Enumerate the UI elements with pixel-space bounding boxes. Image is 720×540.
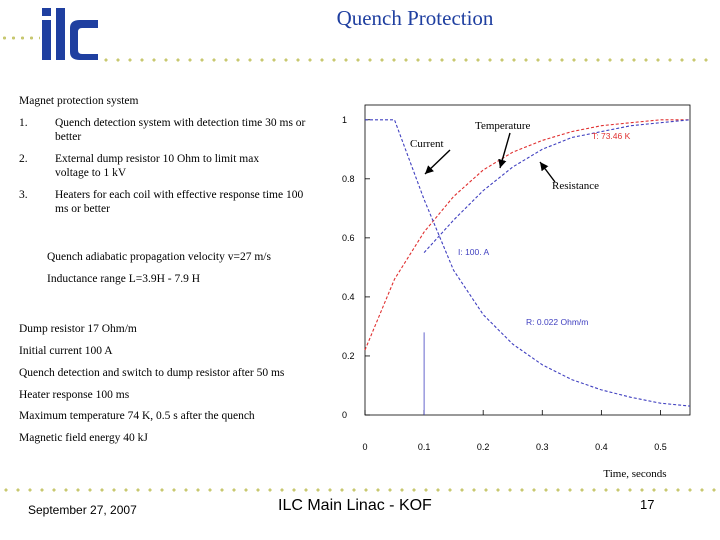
velocity-text: Quench adiabatic propagation velocity v=… bbox=[47, 251, 271, 263]
footer-date: September 27, 2007 bbox=[28, 503, 137, 517]
header-dots-right bbox=[100, 58, 710, 62]
param-text: Maximum temperature 74 K, 0.5 s after th… bbox=[19, 410, 255, 422]
x-tick-label: 0.1 bbox=[418, 442, 431, 452]
x-axis-label: Time, seconds bbox=[603, 468, 666, 480]
readout-temperature: T: 73.46 K bbox=[592, 131, 631, 141]
param-text: Dump resistor 17 Ohm/m bbox=[19, 323, 137, 335]
callout-arrow bbox=[424, 149, 451, 175]
x-tick-label: 0.4 bbox=[595, 442, 608, 452]
footer-title: ILC Main Linac - KOF bbox=[278, 497, 432, 514]
item-text: External dump resistor 10 Ohm to limit m… bbox=[55, 153, 260, 179]
series-current bbox=[365, 119, 691, 407]
y-tick-label: 0.8 bbox=[342, 174, 355, 184]
y-tick-label: 0 bbox=[342, 410, 347, 420]
slide-title: Quench Protection bbox=[336, 6, 494, 30]
callout-arrow bbox=[539, 161, 556, 183]
x-tick-label: 0.3 bbox=[536, 442, 549, 452]
param-text: Initial current 100 A bbox=[19, 345, 113, 357]
item-number: 3. bbox=[19, 189, 28, 201]
header-dots-left bbox=[0, 36, 40, 40]
inductance-text: Inductance range L=3.9H - 7.9 H bbox=[47, 273, 201, 285]
item-text: Heaters for each coil with effective res… bbox=[55, 189, 304, 215]
series-temperature bbox=[364, 119, 690, 351]
y-tick-label: 0.6 bbox=[342, 233, 355, 243]
y-tick-label: 1 bbox=[342, 115, 347, 125]
footer-dots bbox=[0, 488, 720, 492]
callout-label: Resistance bbox=[552, 180, 599, 192]
y-tick-label: 0.2 bbox=[342, 351, 355, 361]
item-number: 1. bbox=[19, 117, 28, 129]
x-tick-label: 0.2 bbox=[477, 442, 490, 452]
param-text: Quench detection and switch to dump resi… bbox=[19, 367, 285, 379]
section-heading: Magnet protection system bbox=[19, 95, 139, 107]
page-number: 17 bbox=[640, 497, 655, 512]
callout-arrow bbox=[498, 132, 511, 169]
item-text: Quench detection system with detection t… bbox=[55, 117, 306, 143]
x-tick-label: 0.5 bbox=[654, 442, 667, 452]
readout-resistance: R: 0.022 Ohm/m bbox=[526, 317, 588, 327]
param-text: Heater response 100 ms bbox=[19, 389, 130, 401]
quench-chart: 0 0.2 0.4 0.6 0.8 1 0 0.1 0.2 0.3 0.4 0.5 Time, seco… bbox=[342, 104, 691, 480]
x-tick-label: 0 bbox=[362, 442, 367, 452]
plot-frame bbox=[364, 104, 691, 416]
callout-label: Temperature bbox=[475, 120, 531, 132]
ilc-logo bbox=[42, 8, 98, 60]
y-tick-label: 0.4 bbox=[342, 292, 355, 302]
item-number: 2. bbox=[19, 153, 28, 165]
readout-current: I: 100. A bbox=[458, 247, 490, 257]
param-text: Magnetic field energy 40 kJ bbox=[19, 432, 148, 444]
callout-label: Current bbox=[410, 138, 444, 150]
